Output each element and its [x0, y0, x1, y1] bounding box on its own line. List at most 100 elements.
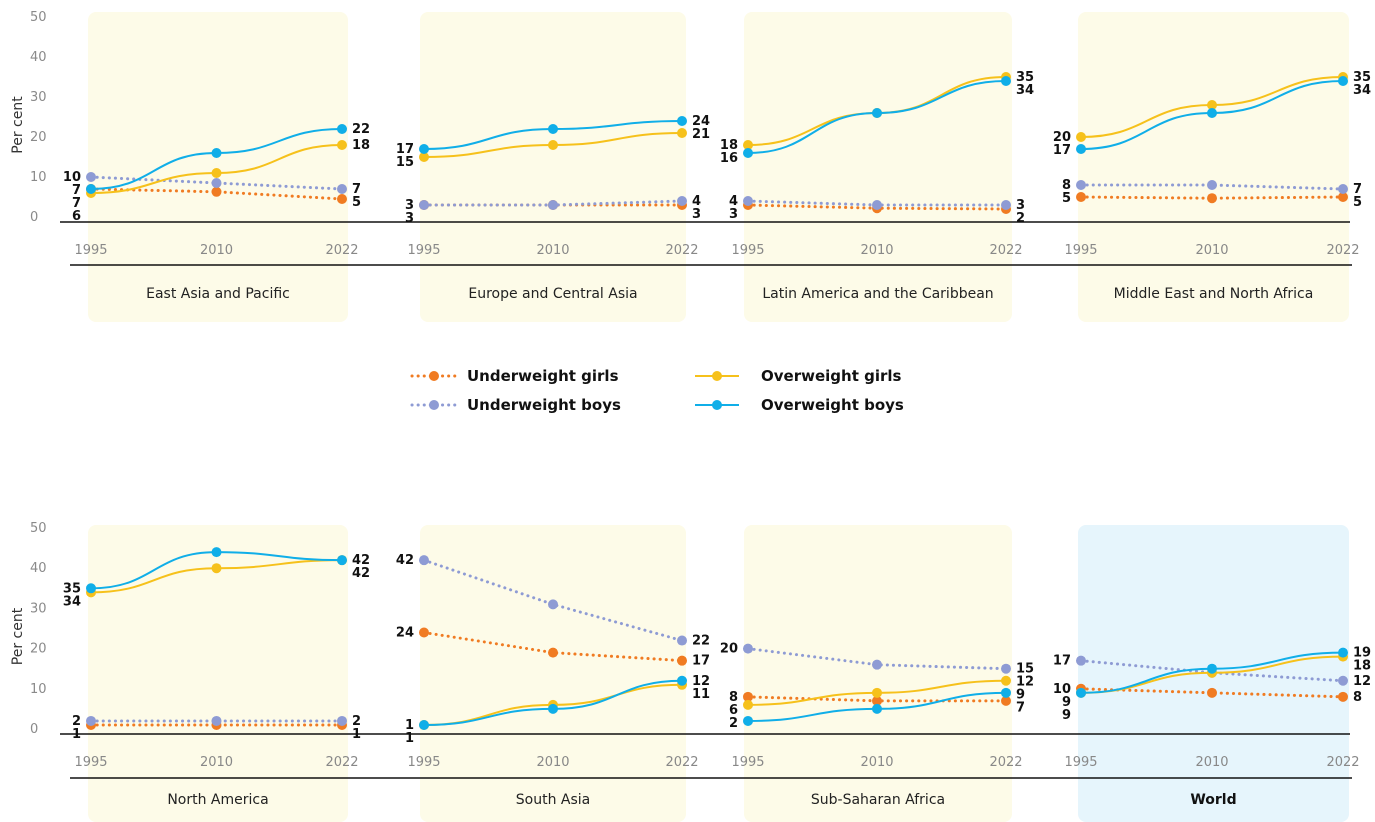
data-label: 42: [396, 553, 414, 568]
data-point: [337, 184, 347, 194]
data-point: [211, 715, 222, 726]
x-tick-label: 2022: [989, 755, 1022, 770]
panel-middle-east-and-north-africa: 1995 2010 2022 Middle East and North Africa…: [1053, 70, 1371, 302]
data-label: 18: [352, 138, 370, 153]
data-label: 7: [72, 196, 81, 211]
x-tick-label: 1995: [731, 755, 764, 770]
data-label: 2: [1016, 211, 1025, 226]
data-point: [1076, 132, 1086, 142]
data-label: 9: [1016, 688, 1025, 703]
legend-label: Overweight girls: [761, 367, 901, 385]
series-underweight-boys: [86, 715, 347, 726]
y-tick-label: 40: [30, 561, 47, 576]
data-point: [548, 599, 558, 610]
y-tick-label: 30: [30, 601, 47, 616]
data-point: [86, 715, 96, 726]
data-label: 21: [692, 127, 710, 142]
y-tick-label: 0: [30, 722, 38, 737]
series-line: [1079, 183, 1345, 191]
data-point: [337, 715, 347, 726]
data-point: [1207, 108, 1217, 118]
x-tick-label: 2010: [200, 243, 233, 258]
data-label: 16: [720, 151, 738, 166]
data-point: [1001, 76, 1011, 86]
data-label: 17: [1053, 143, 1071, 158]
x-tick-label: 2022: [665, 243, 698, 258]
data-label: 20: [1053, 130, 1071, 145]
data-point: [1338, 184, 1348, 194]
legend-swatch-dot: [712, 371, 722, 381]
legend-item-underweight-boys: Underweight boys: [410, 396, 621, 414]
data-point: [211, 148, 222, 158]
data-point: [1076, 655, 1086, 666]
data-label: 6: [729, 703, 738, 718]
data-label: 3: [1016, 198, 1025, 213]
data-label: 18: [1353, 659, 1371, 674]
data-point: [86, 583, 96, 594]
data-label: 1: [405, 718, 414, 733]
y-tick-label: 0: [30, 210, 38, 225]
data-point: [1076, 192, 1086, 202]
y-tick-label: 50: [30, 10, 47, 25]
data-point: [548, 124, 558, 134]
data-label: 6: [72, 209, 81, 224]
data-label: 24: [692, 114, 710, 129]
panel-background-north-america: [88, 525, 348, 822]
data-label: 35: [1353, 70, 1371, 85]
x-tick-label: 2010: [860, 243, 893, 258]
y-tick-label: 50: [30, 521, 47, 536]
data-point: [677, 675, 687, 686]
x-tick-label: 2022: [989, 243, 1022, 258]
data-label: 34: [63, 594, 81, 609]
data-point: [1076, 687, 1086, 698]
data-label: 17: [396, 142, 414, 157]
data-point: [419, 719, 429, 730]
data-label: 3: [405, 198, 414, 213]
data-label: 5: [352, 195, 361, 210]
data-point: [1207, 180, 1217, 190]
data-point: [1207, 193, 1217, 204]
data-point: [1001, 675, 1011, 686]
data-label: 8: [1353, 690, 1362, 705]
data-label: 1: [352, 727, 361, 742]
data-point: [677, 128, 687, 138]
y-tick-label: 10: [30, 682, 47, 697]
legend-label: Underweight girls: [467, 367, 619, 385]
panel-name: South Asia: [516, 792, 590, 808]
data-point: [419, 200, 429, 210]
data-point: [1338, 647, 1348, 658]
data-point: [419, 152, 429, 162]
data-label: 2: [72, 714, 81, 729]
y-axis-label: Per cent: [10, 607, 26, 665]
panel-name: Latin America and the Caribbean: [762, 286, 993, 302]
x-tick-label: 1995: [74, 243, 107, 258]
data-point: [548, 200, 558, 210]
data-label: 1: [72, 727, 81, 742]
panel-name: Sub-Saharan Africa: [811, 792, 945, 808]
legend-item-underweight-girls: Underweight girls: [410, 367, 619, 385]
x-tick-label: 1995: [731, 243, 764, 258]
data-point: [337, 140, 347, 150]
series-line: [422, 631, 684, 663]
data-label: 42: [352, 553, 370, 568]
series-underweight-boys: [1076, 180, 1348, 194]
data-point: [677, 635, 687, 646]
data-label: 34: [1016, 83, 1034, 98]
data-point: [743, 691, 753, 702]
legend-swatch-dot: [429, 400, 439, 410]
panel-background-sub-saharan-africa: [744, 525, 1012, 822]
data-point: [1338, 691, 1348, 702]
data-label: 19: [1353, 646, 1371, 661]
data-point: [743, 148, 753, 158]
series-overweight-boys: [419, 675, 687, 730]
x-tick-label: 2010: [536, 755, 569, 770]
data-label: 7: [352, 182, 361, 197]
series-line: [89, 175, 344, 191]
y-axis-row-1: 0 10 20 30 40 50 Per cent: [10, 10, 1352, 266]
data-label: 42: [352, 566, 370, 581]
